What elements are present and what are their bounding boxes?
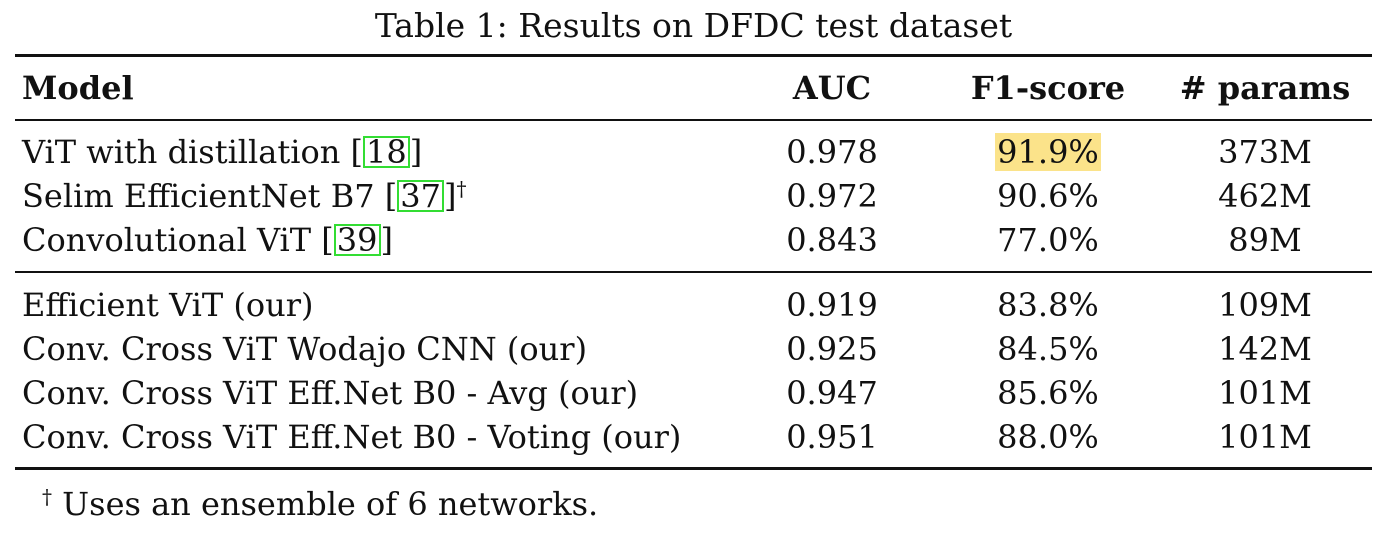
f1-value: 90.6% bbox=[997, 177, 1099, 215]
table-row: Conv. Cross ViT Eff.Net B0 - Voting (our… bbox=[0, 415, 1387, 459]
auc-value: 0.919 bbox=[786, 286, 878, 324]
model-name: ViT with distillation [18] bbox=[22, 130, 422, 174]
citation-link[interactable]: 37 bbox=[397, 180, 444, 212]
auc-value: 0.947 bbox=[786, 374, 878, 412]
header-f1-score: F1-score bbox=[970, 69, 1126, 107]
header-rule bbox=[15, 119, 1372, 121]
model-name: Convolutional ViT [39] bbox=[22, 218, 393, 262]
table-row: Selim EfficientNet B7 [37]† 0.972 90.6% … bbox=[0, 174, 1387, 218]
table-row: Convolutional ViT [39] 0.843 77.0% 89M bbox=[0, 218, 1387, 262]
table-row: Conv. Cross ViT Wodajo CNN (our) 0.925 8… bbox=[0, 327, 1387, 371]
table-footnote: † Uses an ensemble of 6 networks. bbox=[42, 482, 598, 526]
header-params: # params bbox=[1179, 69, 1351, 107]
best-f1-highlight: 91.9% bbox=[995, 133, 1101, 171]
bracket-close: ] bbox=[443, 177, 457, 215]
auc-value: 0.925 bbox=[786, 330, 878, 368]
footnote-text: Uses an ensemble of 6 networks. bbox=[52, 485, 599, 523]
table-header-row: Model AUC F1-score # params bbox=[0, 66, 1387, 110]
model-name: Efficient ViT (our) bbox=[22, 286, 314, 324]
table-row: ViT with distillation [18] 0.978 91.9% 3… bbox=[0, 130, 1387, 174]
params-value: 89M bbox=[1228, 221, 1302, 259]
header-model: Model bbox=[22, 69, 134, 107]
f1-value: 83.8% bbox=[997, 286, 1099, 324]
model-name: Selim EfficientNet B7 [37]† bbox=[22, 174, 466, 218]
citation-link[interactable]: 39 bbox=[333, 224, 381, 256]
bottom-rule bbox=[15, 467, 1372, 470]
f1-value: 88.0% bbox=[997, 418, 1099, 456]
f1-value: 77.0% bbox=[997, 221, 1099, 259]
table-caption: Table 1: Results on DFDC test dataset bbox=[374, 6, 1013, 45]
model-text: Convolutional ViT [ bbox=[22, 221, 334, 259]
bracket-close: ] bbox=[380, 221, 393, 259]
params-value: 101M bbox=[1218, 374, 1312, 412]
dagger-mark: † bbox=[456, 176, 467, 201]
model-text: Selim EfficientNet B7 [ bbox=[22, 177, 398, 215]
params-value: 101M bbox=[1218, 418, 1312, 456]
auc-value: 0.951 bbox=[786, 418, 878, 456]
top-rule bbox=[15, 54, 1372, 57]
params-value: 142M bbox=[1218, 330, 1312, 368]
model-name: Conv. Cross ViT Eff.Net B0 - Avg (our) bbox=[22, 374, 639, 412]
params-value: 462M bbox=[1218, 177, 1312, 215]
model-name: Conv. Cross ViT Eff.Net B0 - Voting (our… bbox=[22, 418, 682, 456]
table-row: Efficient ViT (our) 0.919 83.8% 109M bbox=[0, 283, 1387, 327]
group-rule bbox=[15, 271, 1372, 273]
header-auc: AUC bbox=[792, 69, 872, 107]
footnote-dagger: † bbox=[42, 484, 52, 509]
auc-value: 0.843 bbox=[786, 221, 878, 259]
auc-value: 0.972 bbox=[786, 177, 878, 215]
table-row: Conv. Cross ViT Eff.Net B0 - Avg (our) 0… bbox=[0, 371, 1387, 415]
params-value: 373M bbox=[1218, 133, 1312, 171]
model-name: Conv. Cross ViT Wodajo CNN (our) bbox=[22, 330, 588, 368]
model-text: ViT with distillation [ bbox=[22, 133, 363, 171]
citation-link[interactable]: 18 bbox=[362, 136, 410, 168]
auc-value: 0.978 bbox=[786, 133, 878, 171]
f1-value: 91.9% bbox=[968, 130, 1128, 174]
params-value: 109M bbox=[1218, 286, 1312, 324]
bracket-close: ] bbox=[409, 133, 423, 171]
f1-value: 84.5% bbox=[997, 330, 1099, 368]
f1-value: 85.6% bbox=[997, 374, 1099, 412]
